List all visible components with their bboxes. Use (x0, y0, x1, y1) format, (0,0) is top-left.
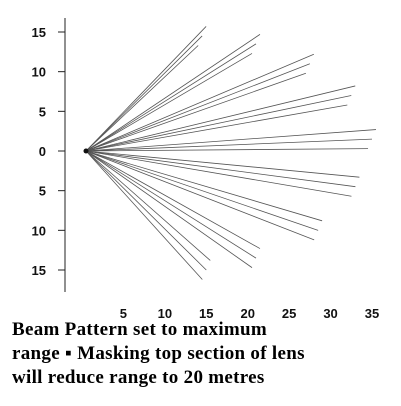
y-tick-labels: 15 10 5 0 5 10 15 (32, 25, 46, 278)
y-tick-label: 10 (32, 223, 46, 238)
beam-line (85, 53, 253, 152)
x-tick-label: 25 (282, 306, 296, 318)
y-tick-label: 5 (39, 184, 46, 199)
beam-line (85, 150, 315, 241)
beam-line (85, 95, 352, 152)
beam-line (85, 150, 207, 271)
beam-pattern-chart: 15 10 5 0 5 10 15 5 10 15 20 25 30 35 (32, 18, 379, 318)
beam-lines (83, 26, 377, 280)
beam-line (85, 34, 261, 152)
x-tick-label: 35 (365, 306, 379, 318)
beam-line (85, 53, 314, 152)
caption-bullet: ▪ (65, 343, 73, 364)
caption-line-2: range ▪ Masking top section of lens (12, 342, 397, 366)
y-tick-label: 10 (32, 65, 46, 80)
beam-line (85, 35, 203, 152)
beam-line (85, 150, 323, 222)
beam-line (85, 150, 360, 178)
y-tick-label: 0 (39, 144, 46, 159)
y-tick-label: 5 (39, 104, 46, 119)
x-tick-label: 5 (120, 306, 127, 318)
beam-line (85, 85, 356, 152)
beam-line (85, 150, 319, 231)
beam-line (85, 26, 207, 152)
chart-axes (58, 18, 66, 292)
beam-line (85, 150, 356, 188)
x-tick-label: 20 (240, 306, 254, 318)
caption-line-2-rest: Masking top section of lens (77, 343, 305, 364)
chart-caption: Beam Pattern set to maximum range ▪ Mask… (12, 318, 397, 390)
beam-line (85, 63, 311, 152)
x-tick-label: 10 (158, 306, 172, 318)
beam-line (85, 104, 348, 152)
x-tick-label: 30 (323, 306, 337, 318)
beam-origin (83, 148, 89, 154)
beam-line (85, 129, 377, 152)
beam-line (85, 138, 373, 152)
x-tick-label: 15 (199, 306, 213, 318)
caption-line-1: Beam Pattern set to maximum (12, 319, 268, 340)
beam-line (85, 148, 369, 152)
beam-line (85, 150, 253, 268)
beam-line (85, 150, 352, 197)
y-tick-label: 15 (32, 25, 46, 40)
caption-line-2-start: range (12, 343, 60, 364)
beam-line (85, 43, 257, 152)
beam-line (85, 150, 257, 259)
x-tick-labels: 5 10 15 20 25 30 35 (120, 306, 379, 318)
beam-line (85, 150, 203, 280)
y-tick-label: 15 (32, 263, 46, 278)
beam-line (85, 72, 307, 152)
caption-line-3: will reduce range to 20 metres (12, 367, 265, 388)
beam-line (85, 150, 261, 249)
beam-line (85, 150, 211, 261)
beam-line (85, 45, 199, 152)
